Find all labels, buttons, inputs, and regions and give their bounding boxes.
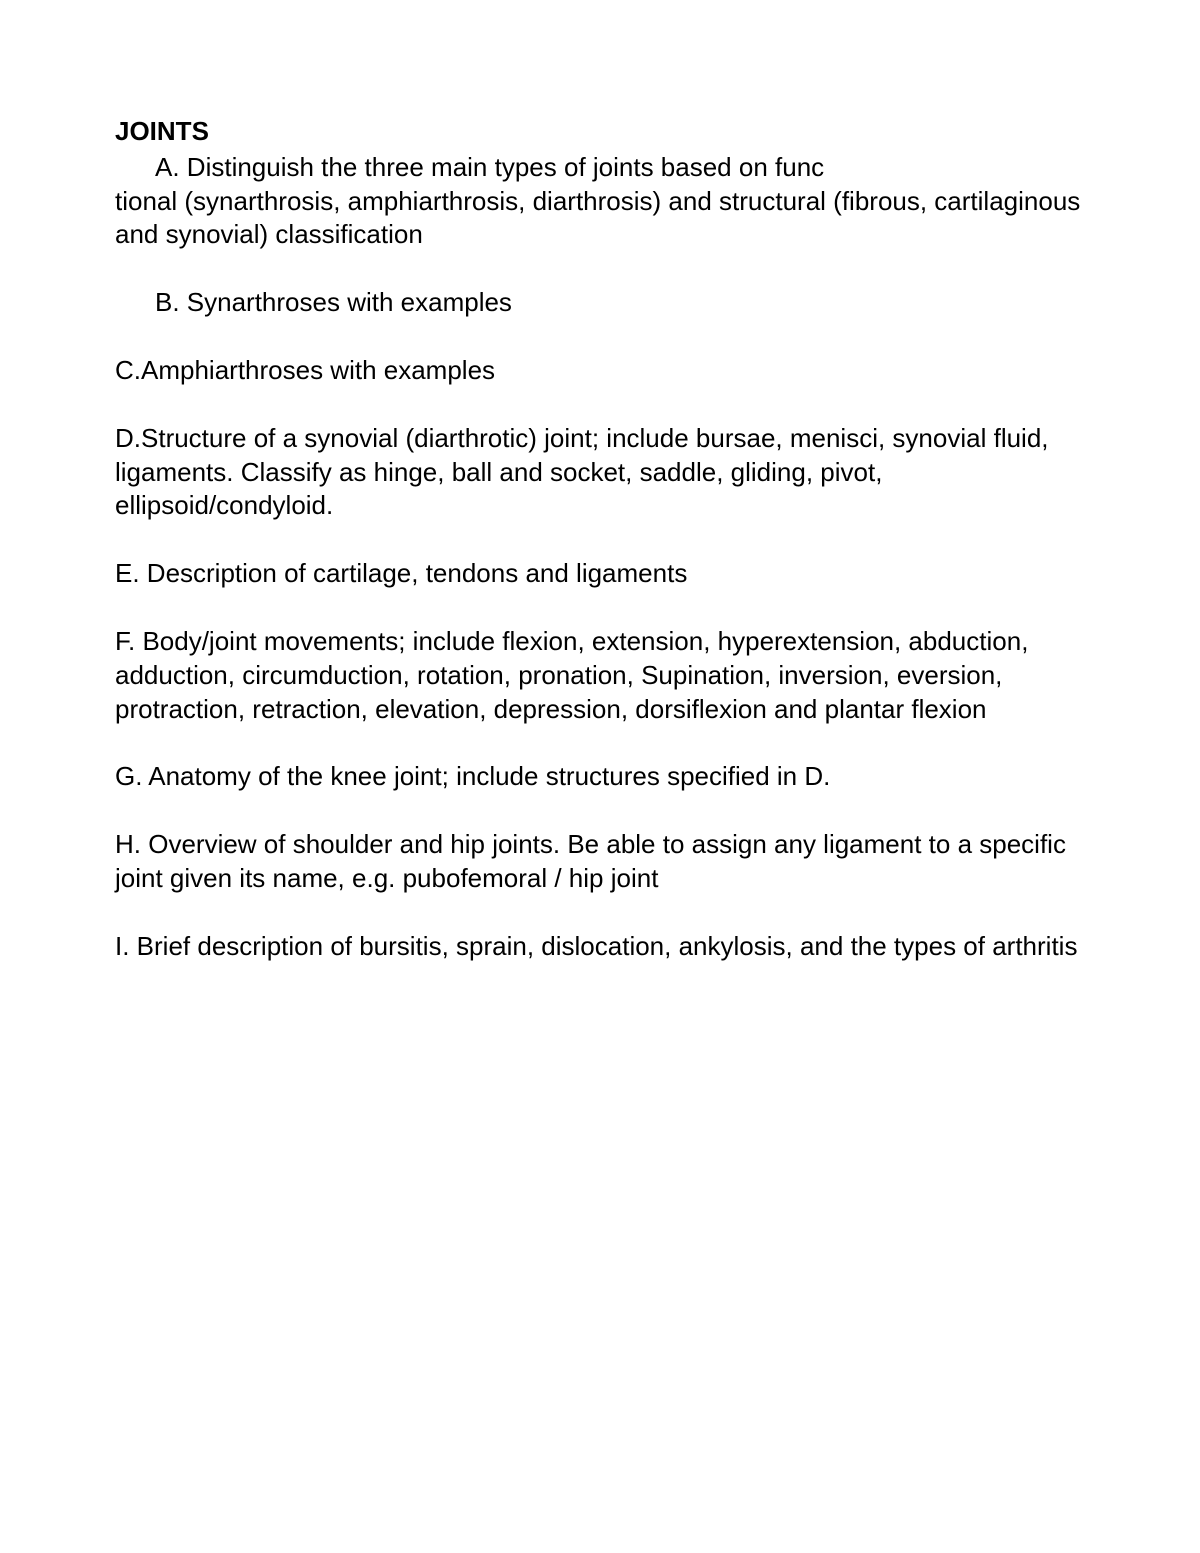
document-page: JOINTS A. Distinguish the three main typ… <box>0 0 1200 1108</box>
outline-item-i: I. Brief description of bursitis, sprain… <box>115 930 1090 964</box>
outline-item-c: C.Amphiarthroses with examples <box>115 354 1090 388</box>
outline-item-g: G. Anatomy of the knee joint; include st… <box>115 760 1090 794</box>
outline-item-f: F. Body/joint movements; include flexion… <box>115 625 1090 726</box>
outline-item-e: E. Description of cartilage, tendons and… <box>115 557 1090 591</box>
item-a-line2: tional (synarthrosis, amphiarthrosis, di… <box>115 185 1090 253</box>
item-a-line1: A. Distinguish the three main types of j… <box>115 151 1090 185</box>
outline-item-d: D.Structure of a synovial (diarthrotic) … <box>115 422 1090 523</box>
outline-item-a: A. Distinguish the three main types of j… <box>115 151 1090 252</box>
outline-item-b: B. Synarthroses with examples <box>115 286 1090 320</box>
outline-item-h: H. Overview of shoulder and hip joints. … <box>115 828 1090 896</box>
document-title: JOINTS <box>115 115 1090 149</box>
